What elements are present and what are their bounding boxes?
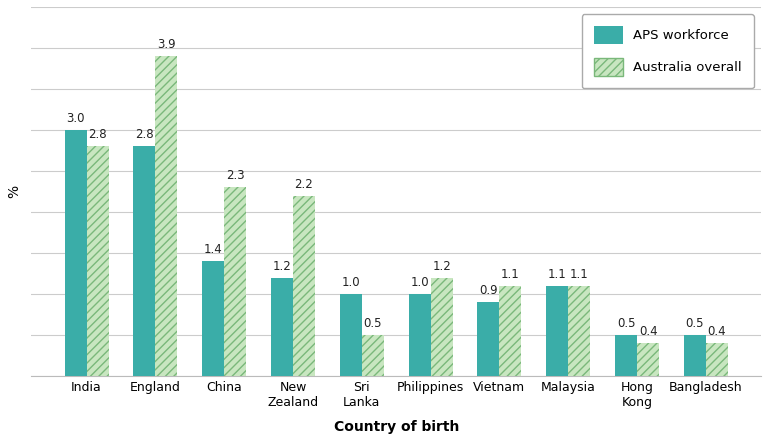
Text: 0.9: 0.9 (479, 284, 498, 297)
Text: 1.1: 1.1 (548, 268, 567, 281)
Bar (202, 261, 224, 376)
Bar (362, 335, 384, 376)
Text: 3.9: 3.9 (157, 38, 176, 51)
Bar (637, 343, 659, 376)
Bar (546, 286, 568, 376)
Text: 0.5: 0.5 (617, 317, 635, 330)
Text: 1.0: 1.0 (410, 276, 429, 289)
Bar (615, 335, 637, 376)
Text: 2.8: 2.8 (135, 128, 154, 142)
Text: 1.4: 1.4 (204, 243, 223, 256)
Bar (293, 196, 315, 376)
Text: 1.1: 1.1 (570, 268, 588, 281)
Bar (706, 343, 728, 376)
Text: 2.8: 2.8 (88, 128, 107, 142)
Bar (224, 187, 247, 376)
Text: 1.2: 1.2 (432, 260, 451, 273)
Text: 0.5: 0.5 (363, 317, 382, 330)
Bar (409, 294, 431, 376)
Bar (65, 130, 87, 376)
Bar (431, 278, 452, 376)
Text: 2.2: 2.2 (295, 178, 313, 191)
Text: 0.4: 0.4 (639, 325, 657, 338)
Bar (87, 146, 108, 376)
Text: 1.0: 1.0 (342, 276, 360, 289)
Bar (271, 278, 293, 376)
Text: 3.0: 3.0 (66, 112, 84, 125)
Y-axis label: %: % (7, 185, 21, 198)
Bar (339, 294, 362, 376)
Text: 2.3: 2.3 (226, 169, 244, 183)
Legend: APS workforce, Australia overall: APS workforce, Australia overall (582, 14, 753, 88)
Text: 0.5: 0.5 (686, 317, 704, 330)
Bar (684, 335, 706, 376)
Text: 1.1: 1.1 (501, 268, 520, 281)
X-axis label: Country of birth: Country of birth (333, 420, 459, 434)
Bar (478, 302, 499, 376)
Bar (499, 286, 521, 376)
Text: 0.4: 0.4 (707, 325, 727, 338)
Bar (568, 286, 591, 376)
Bar (155, 56, 177, 376)
Bar (134, 146, 155, 376)
Text: 1.2: 1.2 (273, 260, 291, 273)
